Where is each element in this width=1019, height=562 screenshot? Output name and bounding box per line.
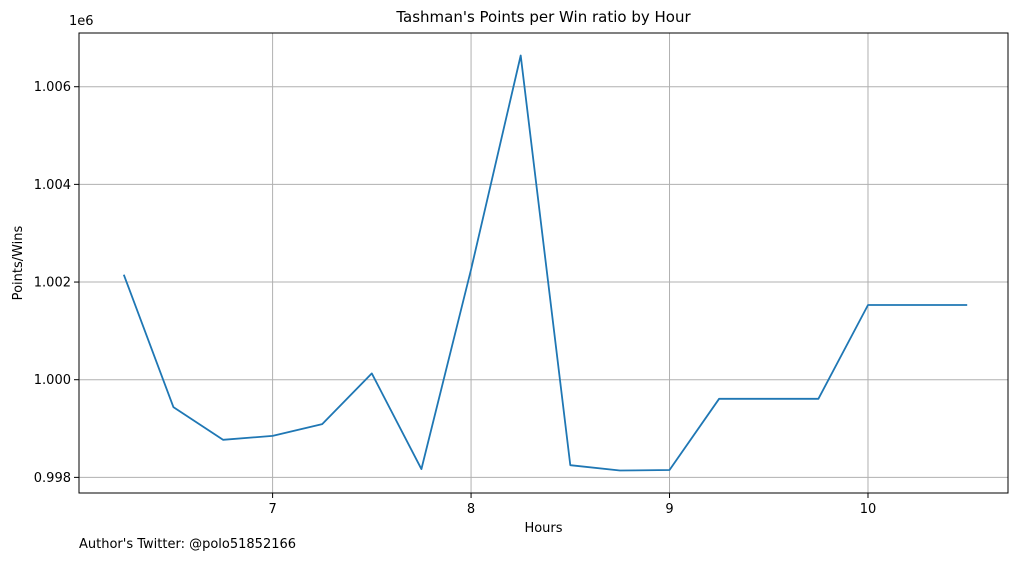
series-line bbox=[122, 54, 968, 472]
y-offset-text: 1e6 bbox=[69, 14, 94, 29]
y-tick-label: 1.000 bbox=[34, 373, 71, 388]
x-tick-label: 10 bbox=[860, 502, 877, 517]
series-lines bbox=[122, 54, 968, 472]
grid-lines bbox=[79, 33, 1008, 493]
plot-frame bbox=[78, 32, 1009, 494]
x-tick-label: 9 bbox=[665, 502, 673, 517]
y-tick-label: 1.002 bbox=[34, 276, 71, 291]
x-tick-label: 7 bbox=[268, 502, 276, 517]
x-axis: 7 8 9 10 bbox=[268, 493, 876, 517]
x-tick-label: 8 bbox=[467, 502, 475, 517]
y-tick-label: 1.006 bbox=[34, 80, 71, 95]
x-axis-label: Hours bbox=[524, 521, 562, 536]
y-tick-label: 0.998 bbox=[34, 471, 71, 486]
y-axis-label: Points/Wins bbox=[11, 225, 26, 300]
y-tick-label: 1.004 bbox=[34, 178, 71, 193]
author-footnote: Author's Twitter: @polo51852166 bbox=[79, 537, 297, 552]
chart-title: Tashman's Points per Win ratio by Hour bbox=[395, 8, 691, 26]
y-axis: 0.998 1.000 1.002 1.004 1.006 bbox=[34, 80, 79, 486]
